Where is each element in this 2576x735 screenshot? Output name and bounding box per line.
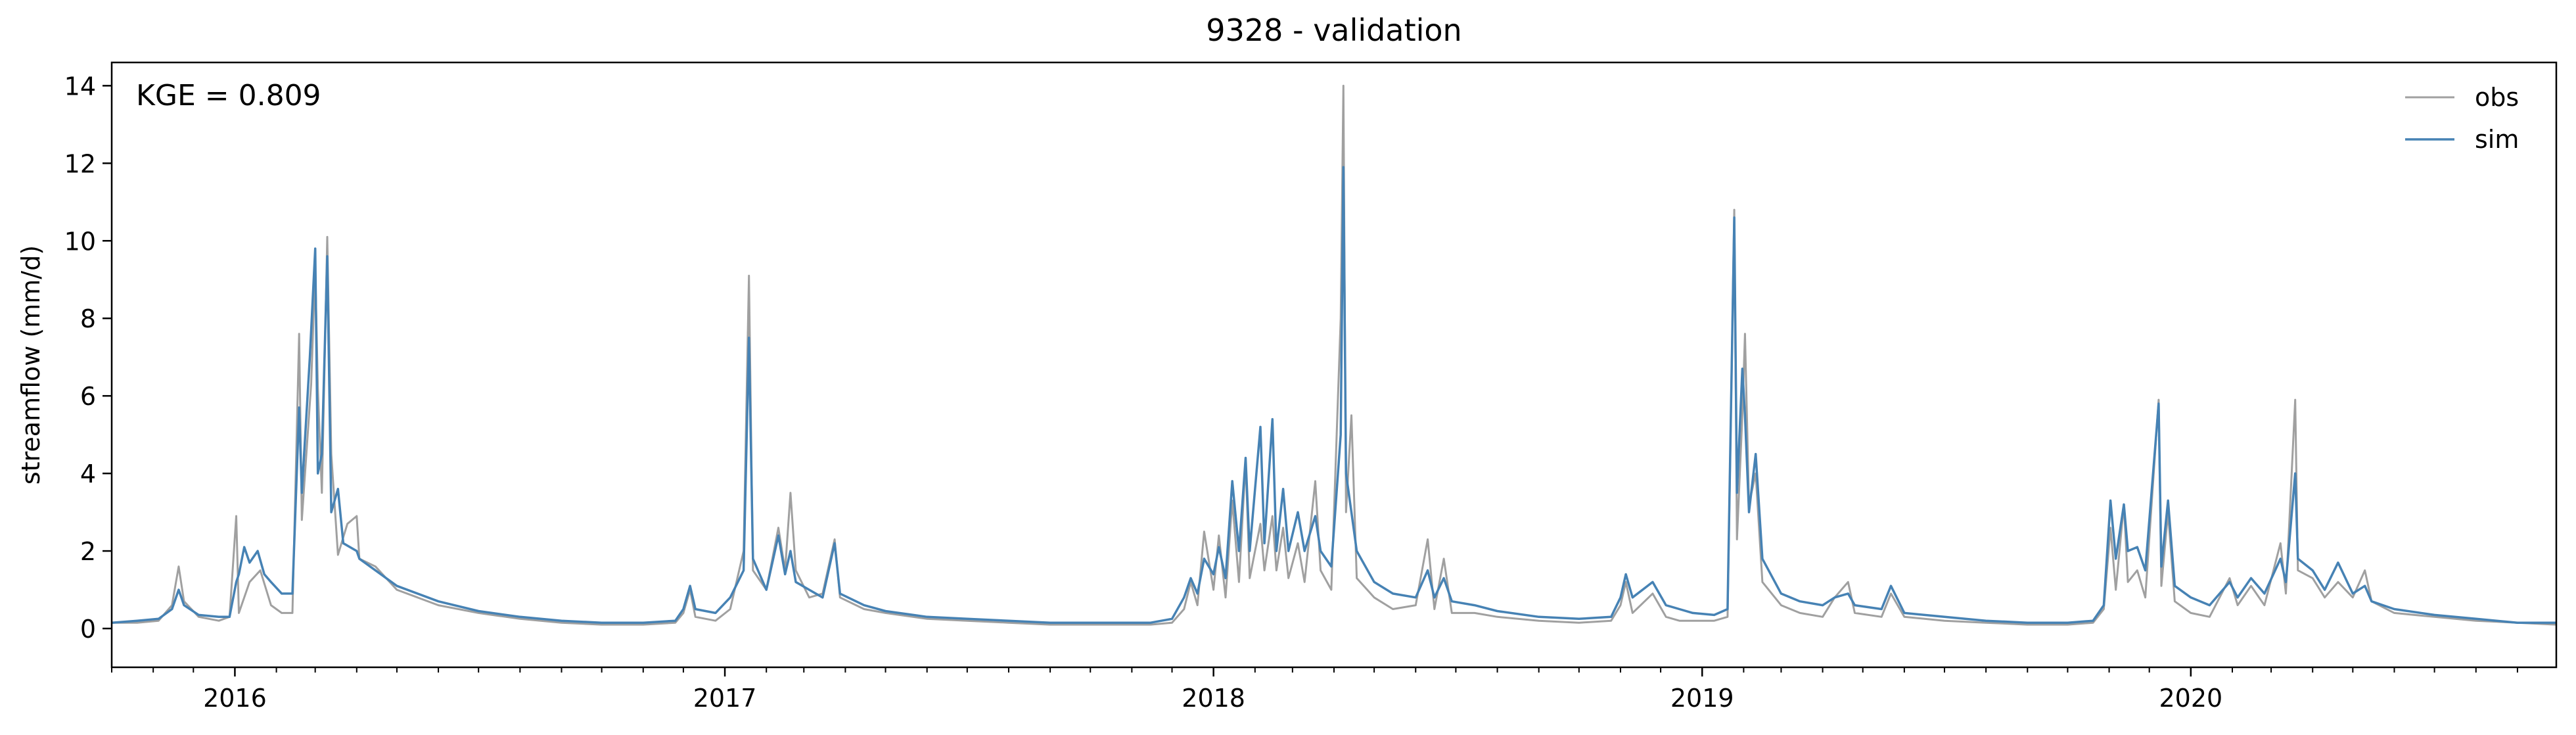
y-tick-label: 10	[64, 227, 96, 256]
x-axis: 2016 2017 2018 2019 2020	[111, 667, 2518, 713]
y-axis-label: streamflow (mm/d)	[16, 245, 45, 485]
series-layer	[112, 84, 2556, 626]
y-tick-label: 0	[80, 615, 96, 644]
chart-title: 9328 - validation	[1206, 12, 1461, 48]
series-line-sim	[112, 166, 2556, 624]
y-tick-label: 4	[80, 460, 96, 488]
x-tick-label: 2017	[693, 684, 757, 713]
legend-label-obs: obs	[2475, 83, 2519, 112]
y-tick-label: 14	[64, 72, 96, 101]
x-tick-label: 2018	[1182, 684, 1245, 713]
x-tick-label: 2019	[1670, 684, 1734, 713]
y-tick-label: 6	[80, 382, 96, 411]
y-tick-label: 8	[80, 304, 96, 333]
y-tick-label: 12	[64, 149, 96, 178]
y-tick-label: 2	[80, 537, 96, 566]
kge-annotation: KGE = 0.809	[136, 79, 321, 112]
x-tick-label: 2016	[203, 684, 267, 713]
legend: obs sim	[2405, 83, 2519, 154]
x-tick-label: 2020	[2159, 684, 2222, 713]
y-axis: 0 2 4 6 8 10 12 14	[64, 72, 112, 644]
legend-label-sim: sim	[2475, 125, 2519, 154]
